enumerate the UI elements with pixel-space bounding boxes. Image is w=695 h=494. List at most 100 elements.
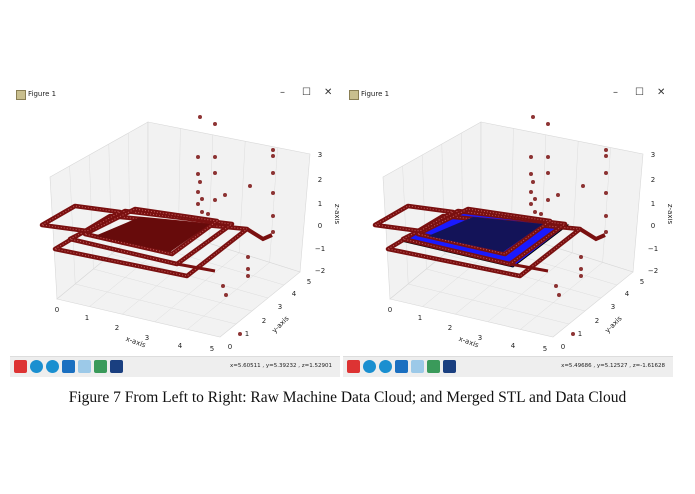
z-tick-label: 1 [318, 200, 322, 208]
title-bar: Figure 1 – ☐ ✕ [343, 84, 673, 104]
data-point [198, 180, 202, 184]
zoom-icon[interactable] [411, 360, 424, 373]
grid-line [128, 132, 131, 240]
grid-line [154, 252, 240, 322]
x-tick-label: 1 [418, 314, 422, 322]
z-tick-label: −1 [315, 245, 325, 253]
z-tick-label: −1 [648, 245, 658, 253]
cursor-coordinates: x=5.49686 , y=5.12527 , z=-1.61628 [561, 363, 665, 369]
grid-line [421, 154, 427, 270]
grid-line [402, 165, 409, 285]
data-point [529, 155, 533, 159]
grid-line [88, 154, 94, 270]
title-bar: Figure 1 – ☐ ✕ [10, 84, 340, 104]
x-tick-label: 4 [511, 342, 516, 350]
toolpath-ring-points [83, 208, 219, 255]
forward-icon[interactable] [379, 360, 392, 373]
grid-line [122, 243, 209, 315]
data-point [533, 210, 537, 214]
data-point [246, 274, 250, 278]
z-tick-label: 2 [651, 176, 655, 184]
data-point [213, 171, 217, 175]
data-point [200, 210, 204, 214]
data-point [198, 115, 202, 119]
data-point [529, 202, 533, 206]
data-point [546, 155, 550, 159]
y-tick-label: 1 [578, 330, 582, 338]
home-icon[interactable] [347, 360, 360, 373]
toolpath-exit [578, 227, 606, 242]
y-axis-label: y-axis [270, 314, 290, 334]
data-point [206, 212, 210, 216]
grid-line [269, 147, 278, 263]
data-point [579, 267, 583, 271]
configure-icon[interactable] [427, 360, 440, 373]
x-tick-label: 2 [448, 324, 452, 332]
data-point [546, 198, 550, 202]
data-point [196, 202, 200, 206]
data-point [579, 274, 583, 278]
zoom-icon[interactable] [78, 360, 91, 373]
minimize-button[interactable]: – [280, 87, 285, 98]
grid-line [487, 252, 573, 322]
y-axis-label: y-axis [603, 314, 623, 334]
data-point [271, 148, 275, 152]
x-tick-label: 5 [210, 345, 214, 353]
y-tick-label: 4 [292, 290, 297, 298]
data-point [579, 255, 583, 259]
pan-icon[interactable] [395, 360, 408, 373]
y-tick-label: 3 [611, 303, 615, 311]
figure-icon [16, 90, 26, 100]
data-point [546, 122, 550, 126]
navigation-toolbar: x=5.60511 , y=5.39232 , z=1.52901 [10, 356, 340, 377]
save-icon[interactable] [110, 360, 123, 373]
data-point [604, 214, 608, 218]
pan-icon[interactable] [62, 360, 75, 373]
grid-line [408, 283, 570, 325]
close-button[interactable]: ✕ [657, 87, 666, 98]
home-icon[interactable] [14, 360, 27, 373]
z-tick-label: 2 [318, 176, 322, 184]
z-tick-label: 1 [651, 200, 655, 208]
y-tick-label: 2 [595, 317, 599, 325]
data-point [213, 155, 217, 159]
save-icon[interactable] [443, 360, 456, 373]
data-point [271, 171, 275, 175]
figure-caption: Figure 7 From Left to Right: Raw Machine… [68, 389, 627, 406]
back-icon[interactable] [363, 360, 376, 373]
y-tick-label: 1 [245, 330, 249, 338]
data-point [604, 171, 608, 175]
z-axis-label: z-axis [666, 204, 673, 225]
y-tick-label: 0 [228, 343, 232, 351]
figure-window-merged: Figure 1 – ☐ ✕ 0 1 2 3 4 5 0 1 2 3 4 5 3 2 1 0 −1 −2 x-axis y-a… [343, 84, 673, 378]
cursor-coordinates: x=5.60511 , y=5.39232 , z=1.52901 [230, 363, 332, 369]
data-point [221, 284, 225, 288]
data-point [248, 184, 252, 188]
z-tick-label: −2 [315, 267, 325, 275]
x-axis-label: x-axis [125, 335, 148, 350]
back-icon[interactable] [30, 360, 43, 373]
forward-icon[interactable] [46, 360, 59, 373]
y-tick-label: 5 [307, 278, 311, 286]
data-point [224, 293, 228, 297]
toolpath-ring [372, 203, 456, 234]
data-point [533, 197, 537, 201]
data-point [196, 190, 200, 194]
configure-icon[interactable] [94, 360, 107, 373]
data-point [200, 197, 204, 201]
z-tick-label: 3 [651, 151, 655, 159]
z-tick-label: 0 [651, 222, 655, 230]
close-button[interactable]: ✕ [324, 87, 333, 98]
x-tick-label: 1 [85, 314, 89, 322]
data-point [238, 332, 242, 336]
toolpath-ring-points [416, 208, 552, 255]
toolpath-tail [509, 262, 549, 273]
3d-plot[interactable]: 0 1 2 3 4 5 0 1 2 3 4 5 3 2 1 0 −1 −2 x-axis y-axis z-axis [343, 104, 673, 356]
minimize-button[interactable]: – [613, 87, 618, 98]
y-tick-label: 4 [625, 290, 630, 298]
maximize-button[interactable]: ☐ [635, 87, 644, 98]
3d-plot[interactable]: 0 1 2 3 4 5 0 1 2 3 4 5 3 2 1 0 −1 −2 x-axis y-axis z-axis [10, 104, 340, 356]
figure-icon [349, 90, 359, 100]
data-point [246, 267, 250, 271]
maximize-button[interactable]: ☐ [302, 87, 311, 98]
